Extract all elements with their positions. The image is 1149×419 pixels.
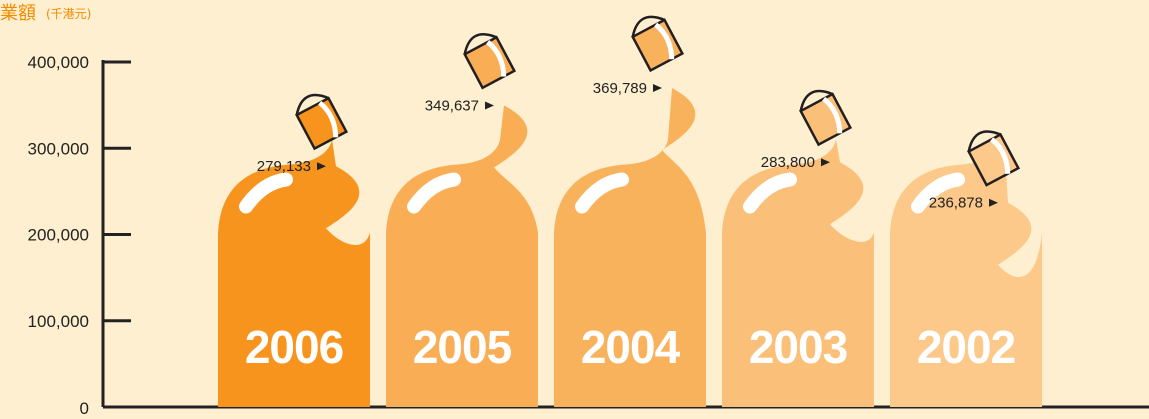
data-label-arrow: [317, 162, 326, 171]
bar: [554, 88, 706, 408]
bar-group: 236,878 2002: [890, 130, 1042, 407]
y-tick-label: 100,000: [28, 312, 89, 331]
bar-highlight: [239, 172, 293, 214]
paint-bucket-icon: [799, 89, 853, 147]
x-tick-label: 2004: [581, 321, 681, 373]
y-tick-label: 300,000: [28, 139, 89, 158]
bar-highlight: [743, 172, 797, 214]
bar-group: 349,637 2005: [386, 33, 538, 408]
bar-group: 279,133 2006: [218, 93, 370, 407]
data-label-arrow: [989, 198, 998, 207]
data-label-arrow: [653, 84, 662, 93]
bar-group: 283,800 2003: [722, 89, 874, 407]
bar-group: 369,789 2004: [554, 15, 706, 408]
paint-bucket-icon: [295, 93, 349, 151]
data-label-arrow: [821, 158, 830, 167]
y-tick-label: 200,000: [28, 226, 89, 245]
bar: [722, 139, 874, 407]
x-tick-label: 2003: [749, 321, 847, 373]
y-tick-label: 0: [80, 399, 89, 418]
bars: 279,133 2006 349,637 2005 369,789 2004 283,800…: [218, 15, 1042, 408]
bar: [890, 139, 1042, 407]
x-tick-label: 2005: [413, 321, 512, 373]
data-label: 349,637: [425, 97, 479, 114]
bar: [386, 105, 538, 408]
data-label: 279,133: [257, 158, 311, 175]
bar-highlight: [911, 172, 965, 214]
paint-bucket-icon: [967, 130, 1021, 187]
bar-highlight: [407, 172, 461, 214]
data-label: 369,789: [593, 80, 647, 97]
data-label: 283,800: [761, 154, 815, 171]
bar-highlight: [575, 172, 629, 214]
bar: [218, 139, 370, 407]
data-label: 236,878: [929, 195, 983, 212]
chart-unit: (千港元): [46, 7, 91, 21]
y-tick-label: 400,000: [28, 53, 89, 72]
data-label-arrow: [485, 101, 494, 110]
paint-bucket-icon: [631, 15, 685, 73]
x-tick-label: 2002: [917, 321, 1015, 373]
x-tick-label: 2006: [245, 321, 343, 373]
paint-bucket-icon: [463, 33, 517, 90]
chart-title: 業額: [0, 3, 36, 24]
